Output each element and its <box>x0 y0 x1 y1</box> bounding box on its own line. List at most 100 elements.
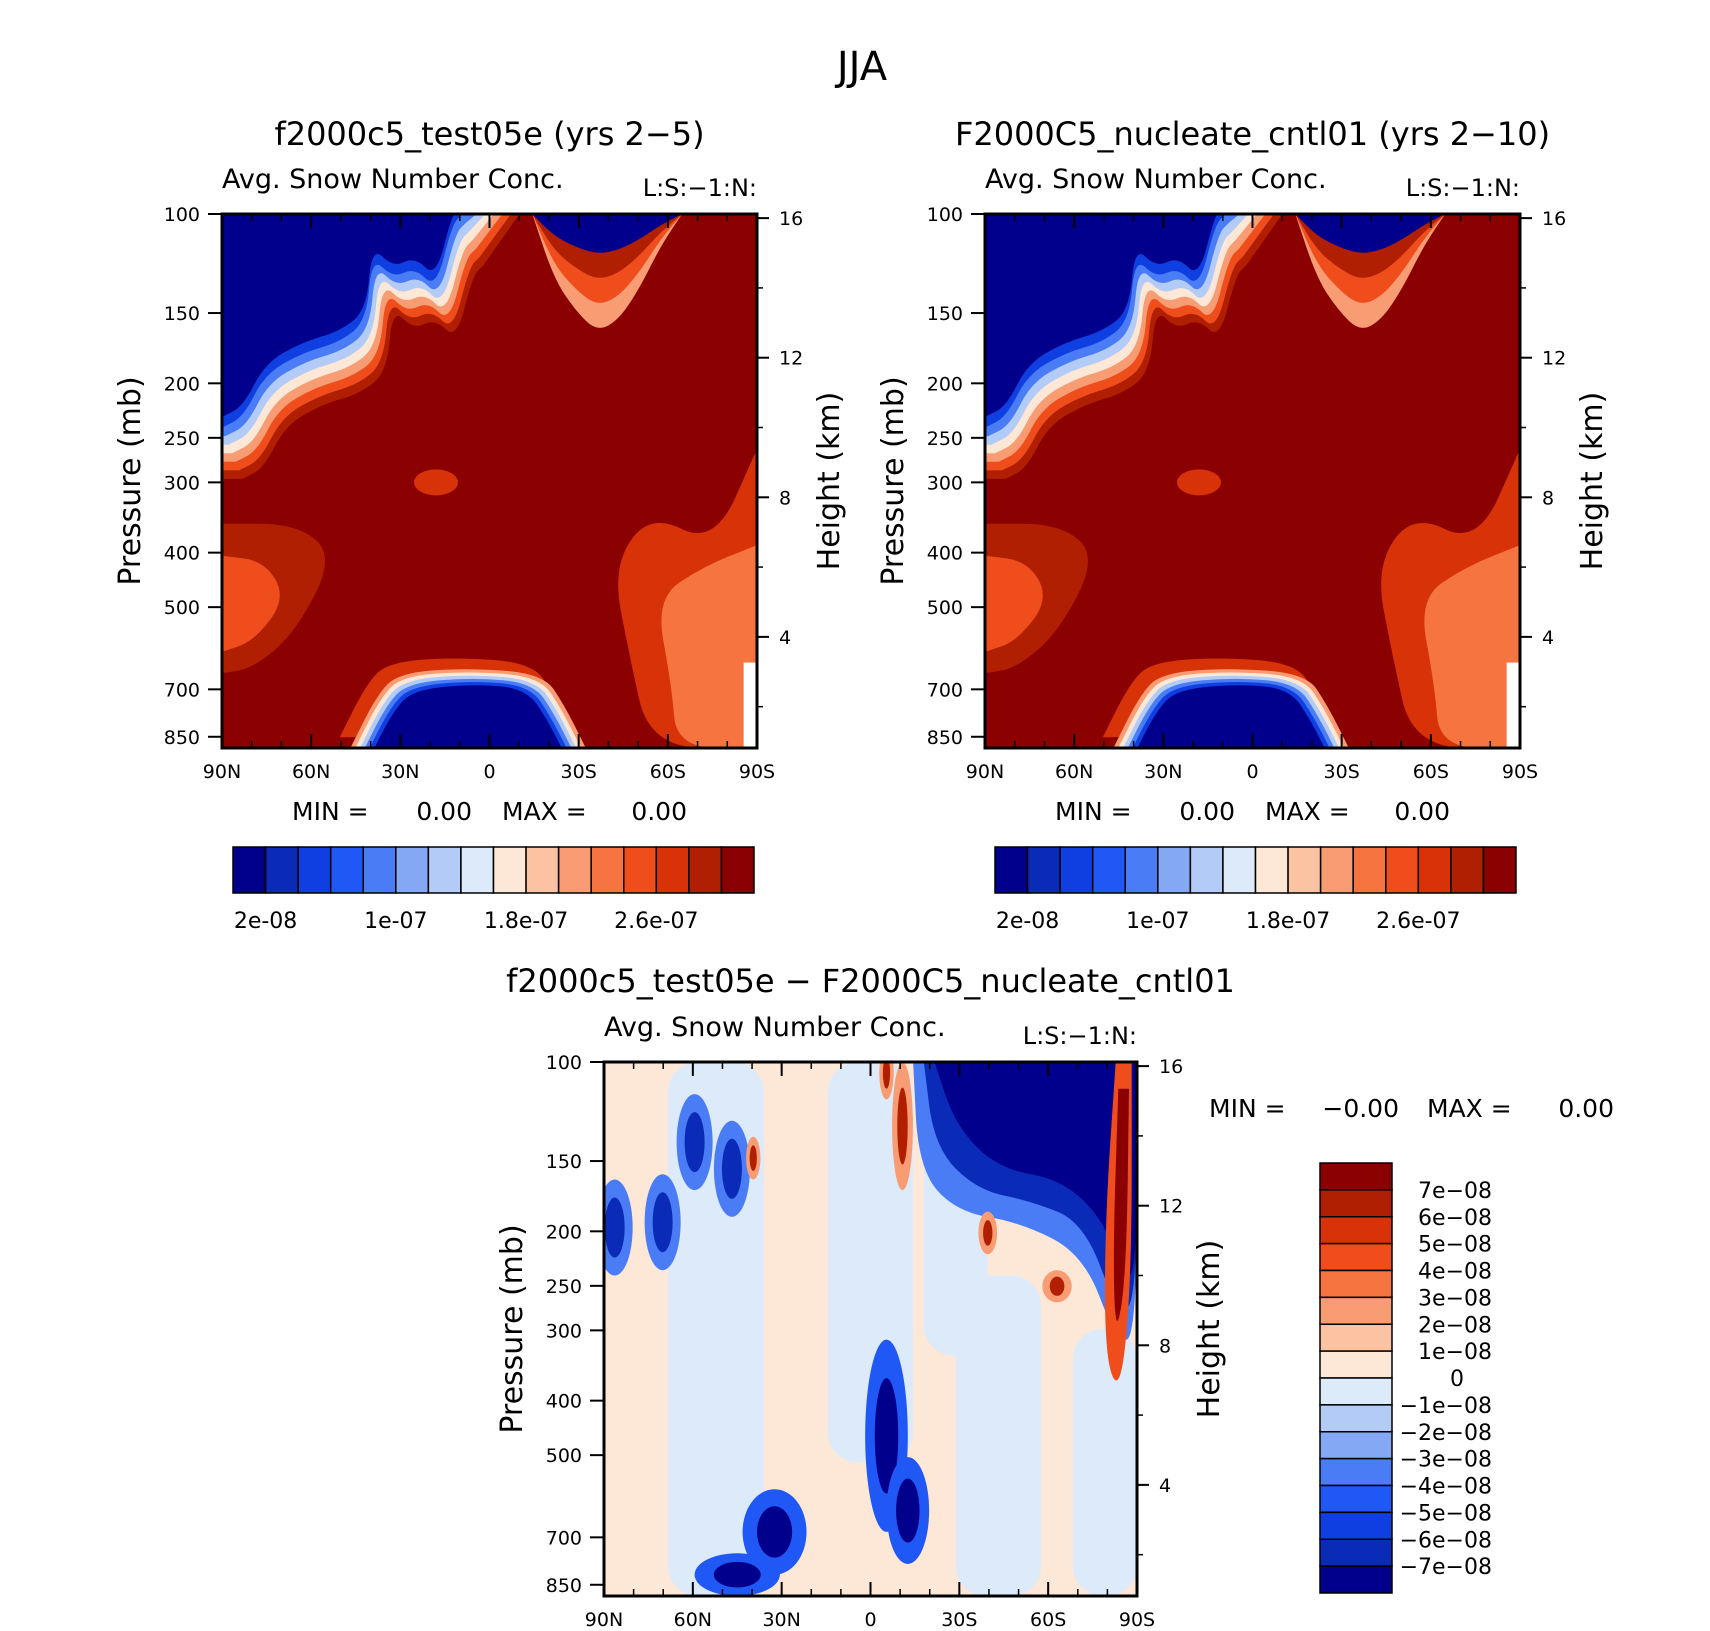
figure-title: JJA <box>834 44 888 90</box>
contour-region <box>1073 1329 1137 1596</box>
y-tick-label: 250 <box>546 1276 582 1298</box>
colorbar-swatch <box>1450 846 1485 894</box>
colorbar-swatch <box>1319 1377 1393 1406</box>
contour-band <box>222 555 280 652</box>
colorbar-swatch <box>557 846 592 894</box>
colorbar-label: −4e−08 <box>1400 1475 1492 1500</box>
colorbar-swatch <box>688 846 723 894</box>
colorbar-swatch <box>1319 846 1354 894</box>
contour-region <box>955 1275 1042 1596</box>
min-value: 0.00 <box>1179 797 1235 826</box>
y-tick-label: 100 <box>164 204 200 226</box>
colorbar-swatch <box>1482 846 1517 894</box>
y-tick-label: 850 <box>164 727 200 749</box>
colorbar-swatch <box>1319 1511 1393 1540</box>
colorbar-swatch <box>1059 846 1094 894</box>
contour-band <box>1137 685 1325 748</box>
colorbar-swatch <box>1319 1565 1393 1594</box>
contour-band <box>374 685 562 748</box>
y-right-tick-label: 12 <box>1159 1196 1183 1218</box>
contour-band <box>1424 545 1520 748</box>
max-value: 0.00 <box>631 797 687 826</box>
y-right-tick-label: 16 <box>779 208 803 230</box>
y-right-tick-label: 4 <box>1542 627 1554 649</box>
missing-data <box>743 662 757 748</box>
colorbar-swatch <box>1189 846 1224 894</box>
x-tick-label: 90N <box>966 761 1004 783</box>
contour-cell <box>756 1506 793 1558</box>
y-tick-label: 100 <box>546 1052 582 1074</box>
y-right-tick-label: 8 <box>1542 487 1554 509</box>
x-tick-label: 60S <box>650 761 686 783</box>
x-tick-label: 60N <box>1055 761 1093 783</box>
colorbar-swatch <box>1319 1296 1393 1325</box>
colorbar-swatch <box>1026 846 1061 894</box>
colorbar-swatch <box>329 846 364 894</box>
y-tick-label: 300 <box>927 472 963 494</box>
panels: 90N 60N 30N 0 30S 60S 90S100150200250300400500… <box>113 115 1614 1631</box>
y-tick-label: 150 <box>164 303 200 325</box>
y-tick-label: 700 <box>164 679 200 701</box>
contour-cell <box>874 1378 899 1494</box>
colorbar-swatch <box>1319 1242 1393 1272</box>
min-label: MIN = <box>1209 1094 1286 1123</box>
x-tick-label: 90N <box>203 761 241 783</box>
contour-core <box>1113 1088 1129 1321</box>
y-tick-label: 700 <box>546 1527 582 1549</box>
colorbar-swatch <box>1222 846 1257 894</box>
contour-cell <box>749 1145 757 1171</box>
chart-panel-2: 90N 60N 30N 0 30S 60S 90S 100 150 200 250 300 400 500… <box>876 115 1610 934</box>
colorbar-swatch <box>994 846 1029 894</box>
x-tick-label: 30N <box>1144 761 1182 783</box>
colorbar-swatch <box>427 846 462 894</box>
y-tick-label: 250 <box>927 428 963 450</box>
x-tick-label: 60N <box>674 1609 712 1631</box>
contour-patch <box>1177 469 1221 496</box>
colorbar-label: −7e−08 <box>1400 1555 1492 1580</box>
colorbar-label: −5e−08 <box>1400 1501 1492 1526</box>
colorbar-label: 1e-07 <box>364 909 427 934</box>
colorbar-label: 7e−08 <box>1418 1179 1492 1204</box>
contour-cell <box>684 1112 705 1173</box>
x-tick-label: 30N <box>381 761 419 783</box>
y-right-tick-label: 12 <box>779 348 803 370</box>
contour-field <box>985 214 1520 748</box>
x-tick-label: 60S <box>1030 1609 1066 1631</box>
colorbar-label: −1e−08 <box>1400 1394 1492 1419</box>
colorbar-swatch <box>1157 846 1192 894</box>
x-tick-label: 30S <box>561 761 597 783</box>
contour-core-nw <box>985 214 1218 417</box>
y-right-axis-label: Height (km) <box>1575 392 1610 571</box>
colorbar-label: 3e−08 <box>1418 1286 1492 1311</box>
panel-title: f2000c5_test05e (yrs 2−5) <box>274 115 704 153</box>
colorbar-swatch <box>1319 1189 1393 1218</box>
colorbar-swatch <box>1319 1404 1393 1433</box>
y-tick-label: 500 <box>164 597 200 619</box>
y-axis-label: Pressure (mb) <box>495 1224 530 1433</box>
chart-panel-3: 90N 60N 30N 0 30S 60S 90S 100 150 200 250 300 400 500… <box>495 962 1614 1631</box>
y-tick-label: 300 <box>164 472 200 494</box>
colorbar-swatch <box>1417 846 1452 894</box>
colorbar-label: 2.6e-07 <box>614 909 698 934</box>
min-value: −0.00 <box>1322 1094 1399 1123</box>
contour-patch <box>414 469 458 496</box>
corner-label: L:S:−1:N: <box>1406 174 1520 202</box>
x-tick-label: 0 <box>864 1609 876 1631</box>
contour-band <box>661 545 757 748</box>
y-tick-label: 300 <box>546 1320 582 1342</box>
x-tick-label: 90S <box>1502 761 1538 783</box>
max-label: MAX = <box>1427 1094 1512 1123</box>
colorbar-swatch <box>232 846 267 894</box>
missing-data <box>1506 662 1520 748</box>
colorbar-swatch <box>1124 846 1159 894</box>
colorbar-label: 1.8e-07 <box>484 909 568 934</box>
colorbar-swatch <box>1319 1431 1393 1460</box>
colorbar-swatch <box>1385 846 1420 894</box>
colorbar-swatch <box>395 846 430 894</box>
colorbar-swatch <box>590 846 625 894</box>
colorbar-label: 1e-07 <box>1126 909 1189 934</box>
x-tick-label: 90S <box>739 761 775 783</box>
contour-cell <box>1049 1276 1065 1296</box>
max-label: MAX = <box>502 797 587 826</box>
colorbar-swatch <box>655 846 690 894</box>
